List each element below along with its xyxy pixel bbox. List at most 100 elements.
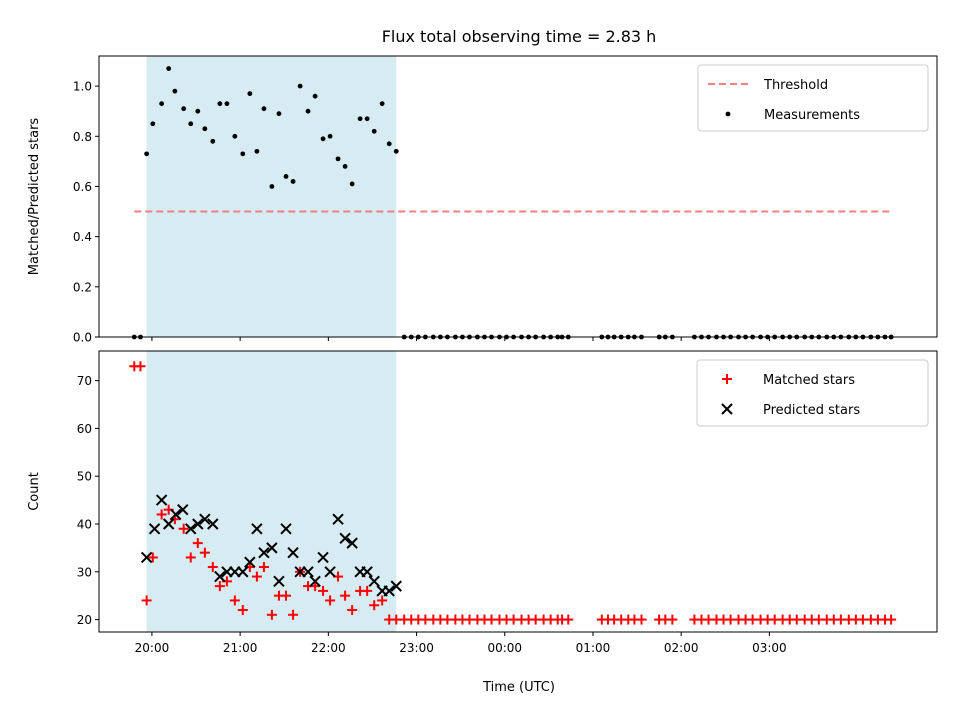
y-tick-label: 1.0 bbox=[73, 80, 92, 94]
data-point bbox=[188, 121, 194, 127]
data-point bbox=[217, 101, 223, 107]
top-panel-matched-ratio: 0.0 0.2 0.4 0.6 0.8 1.0 Matched/Predicted sta… bbox=[27, 55, 938, 345]
data-marker-b bbox=[266, 542, 278, 554]
observing-interval-shade bbox=[146, 351, 397, 632]
data-marker bbox=[324, 566, 336, 578]
data-marker bbox=[156, 509, 167, 520]
data-marker bbox=[636, 614, 647, 625]
data-marker bbox=[214, 581, 225, 592]
legend-label: Predicted stars bbox=[763, 403, 860, 418]
data-marker bbox=[280, 523, 292, 535]
data-marker-b bbox=[192, 518, 204, 530]
data-marker-b bbox=[140, 551, 153, 564]
data-marker-b bbox=[368, 575, 380, 588]
data-point bbox=[172, 88, 178, 94]
legend-swatch bbox=[725, 111, 731, 117]
legend-label: Matched stars bbox=[763, 373, 855, 388]
data-marker-b bbox=[390, 580, 402, 592]
x-tick-label: 20:00 bbox=[135, 641, 170, 655]
y-tick-label: 20 bbox=[77, 613, 92, 627]
data-marker bbox=[317, 551, 329, 564]
data-marker bbox=[377, 595, 388, 606]
data-marker bbox=[325, 595, 336, 606]
data-point bbox=[195, 108, 201, 114]
data-point bbox=[210, 138, 216, 144]
data-marker bbox=[340, 590, 351, 601]
x-tick-label: 21:00 bbox=[223, 641, 258, 655]
data-marker-b bbox=[251, 523, 263, 535]
data-point bbox=[224, 101, 230, 107]
data-point bbox=[240, 151, 246, 157]
data-marker bbox=[346, 537, 358, 549]
legend-box bbox=[696, 359, 929, 427]
data-point bbox=[335, 156, 341, 162]
top-panel-y-axis-label: Matched/Predicted stars bbox=[27, 118, 42, 276]
data-marker-b bbox=[170, 508, 182, 521]
data-marker bbox=[199, 513, 211, 525]
data-marker bbox=[390, 580, 402, 592]
data-point bbox=[232, 133, 238, 139]
data-marker-b bbox=[361, 566, 373, 578]
data-marker bbox=[383, 585, 395, 597]
data-marker bbox=[162, 518, 175, 530]
data-marker bbox=[886, 614, 897, 625]
data-marker bbox=[207, 562, 218, 573]
data-marker bbox=[178, 523, 189, 534]
data-marker bbox=[339, 532, 351, 545]
y-tick-label: 60 bbox=[77, 422, 92, 436]
data-marker bbox=[135, 361, 146, 372]
top-panel-legend: Threshold Measurements bbox=[697, 64, 929, 132]
data-marker bbox=[288, 609, 299, 620]
data-point bbox=[269, 184, 275, 189]
legend-swatch bbox=[721, 403, 733, 415]
data-marker bbox=[361, 566, 373, 578]
data-marker-b bbox=[155, 494, 168, 506]
data-point bbox=[261, 106, 267, 112]
data-point bbox=[297, 83, 303, 89]
data-marker bbox=[310, 581, 321, 592]
data-point bbox=[393, 148, 399, 154]
data-marker bbox=[177, 503, 189, 516]
data-marker-b bbox=[332, 513, 344, 525]
data-marker bbox=[147, 552, 158, 563]
legend-swatch bbox=[722, 374, 732, 384]
data-marker bbox=[347, 605, 358, 616]
data-marker bbox=[266, 542, 278, 554]
data-marker bbox=[207, 518, 219, 530]
data-point bbox=[276, 111, 282, 117]
data-marker bbox=[229, 595, 240, 606]
data-marker bbox=[192, 538, 203, 549]
data-point bbox=[166, 66, 172, 71]
data-marker-b bbox=[258, 546, 270, 559]
data-marker bbox=[332, 513, 344, 525]
data-point bbox=[320, 136, 326, 142]
y-tick-label: 0.2 bbox=[73, 280, 92, 294]
series-matched-stars bbox=[129, 361, 897, 625]
data-marker-b bbox=[214, 570, 226, 583]
data-marker bbox=[266, 609, 277, 620]
data-marker-b bbox=[207, 518, 219, 530]
data-marker bbox=[199, 547, 210, 558]
bottom-panel-y-axis-label: Count bbox=[27, 472, 42, 511]
data-marker-b bbox=[237, 566, 249, 578]
observing-interval-shade bbox=[146, 56, 397, 337]
data-point bbox=[144, 151, 150, 157]
data-marker bbox=[369, 600, 380, 611]
legend-swatch-b bbox=[721, 403, 733, 415]
data-marker bbox=[251, 571, 262, 582]
x-tick-label: 00:00 bbox=[487, 641, 522, 655]
data-marker bbox=[185, 552, 196, 563]
x-tick-label: 02:00 bbox=[664, 641, 699, 655]
data-marker-b bbox=[280, 523, 292, 535]
data-point bbox=[181, 106, 187, 112]
data-point bbox=[342, 163, 348, 169]
data-marker-b bbox=[185, 523, 197, 535]
data-marker bbox=[148, 523, 161, 535]
data-marker bbox=[318, 585, 329, 596]
data-marker bbox=[192, 518, 204, 530]
y-tick-label: 50 bbox=[77, 470, 92, 484]
bottom-panel-frame bbox=[98, 350, 938, 633]
series-predicted-stars bbox=[140, 494, 402, 597]
x-tick-label: 03:00 bbox=[752, 641, 787, 655]
